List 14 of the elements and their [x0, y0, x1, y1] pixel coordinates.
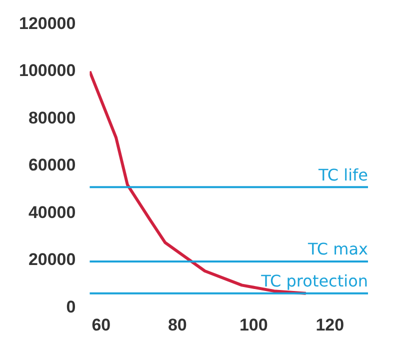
- x-tick-label: 100: [239, 315, 268, 334]
- y-tick-label: 40000: [28, 202, 76, 222]
- x-tick-label: 120: [316, 315, 344, 334]
- x-tick-label: 60: [92, 315, 111, 334]
- y-tick-label: 80000: [28, 108, 76, 128]
- y-tick-label: 100000: [18, 61, 76, 80]
- y-tick-label: 120000: [18, 14, 76, 33]
- y-tick-label: 20000: [28, 250, 76, 270]
- ref-line-label: TC life: [318, 165, 368, 184]
- ref-line-label: TC protection: [260, 272, 368, 291]
- y-tick-label: 60000: [28, 156, 76, 175]
- ref-line-label: TC max: [307, 240, 368, 259]
- x-tick-label: 80: [168, 315, 187, 334]
- y-tick-label: 0: [66, 297, 76, 316]
